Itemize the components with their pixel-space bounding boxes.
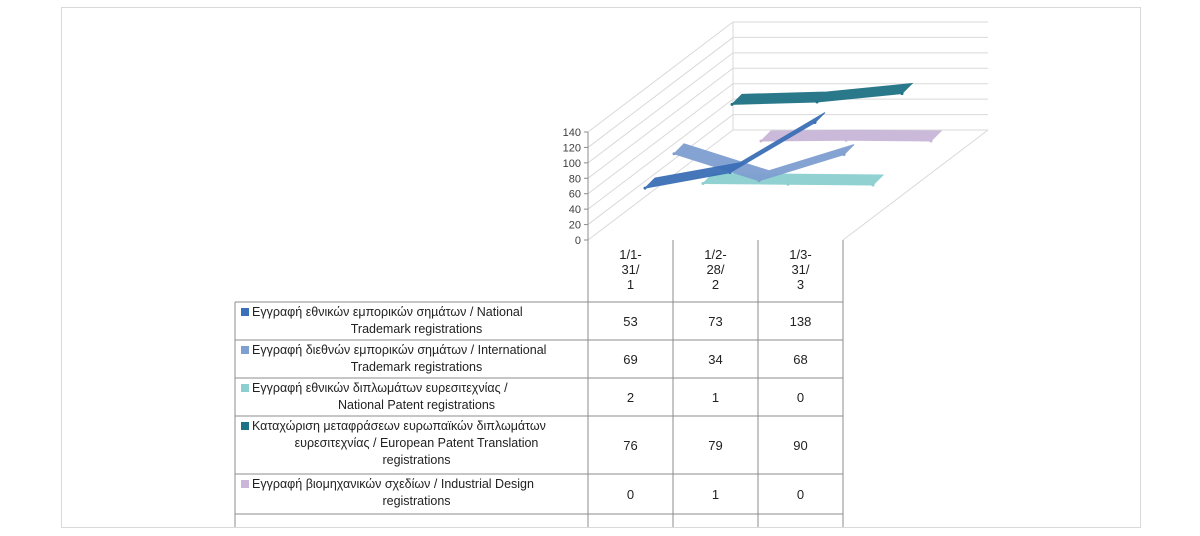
legend-label: Εγγραφή εθνικών εμπορικών σηµάτων / Nati… (252, 305, 523, 319)
data-point (757, 179, 761, 183)
gridline-side (587, 21, 734, 133)
table-row: Εγγραφή εθνικών διπλωμάτων ευρεσιτεχνίας… (241, 381, 804, 412)
y-tick-label: 140 (563, 127, 581, 139)
gridline-side (587, 98, 734, 210)
gridline-side (587, 37, 734, 148)
gridline-side (587, 114, 734, 225)
series-2 (672, 143, 855, 183)
category-label-line: 1/2- (704, 247, 726, 262)
data-point (815, 100, 819, 104)
y-tick-label: 0 (575, 235, 581, 247)
legend-label: Εγγραφή βιομηχανικών σχεδίων / Industria… (252, 477, 534, 491)
table-row: Καταχώριση μεταφράσεων ευρωπαϊκών διπλωμ… (241, 419, 808, 467)
data-point (871, 183, 875, 187)
category-label: 1/3-31/3 (789, 247, 811, 292)
data-point (759, 139, 763, 143)
series-ribbon (730, 82, 914, 105)
data-point (929, 139, 933, 143)
category-label-line: 1/3- (789, 247, 811, 262)
data-value: 0 (797, 487, 804, 502)
data-value: 2 (627, 390, 634, 405)
data-point (701, 181, 705, 185)
data-point (900, 92, 904, 96)
table-row: Εγγραφή διεθνών εμπορικών σηµάτων / Inte… (241, 343, 808, 374)
y-tick-label: 100 (563, 158, 581, 170)
series-5 (759, 129, 943, 143)
legend-label: National Patent registrations (338, 398, 495, 412)
legend-label: ευρεσιτεχνίας / European Patent Translat… (295, 436, 539, 450)
data-point (730, 102, 734, 106)
gridline-side (587, 67, 734, 179)
legend-swatch (241, 480, 249, 488)
category-label-line: 31/ (791, 262, 809, 277)
data-value: 1 (712, 390, 719, 405)
legend-label: registrations (382, 494, 450, 508)
y-tick-label: 120 (563, 142, 581, 154)
series-1 (643, 112, 826, 190)
data-value: 0 (627, 487, 634, 502)
y-tick-label: 60 (569, 189, 581, 201)
series-3 (701, 172, 885, 187)
data-value: 79 (708, 438, 722, 453)
data-point (844, 138, 848, 142)
table-row: Εγγραφή εθνικών εμπορικών σηµάτων / Nati… (241, 305, 811, 336)
y-axis: 0 20 40 60 80 100 120 140 (563, 127, 589, 247)
data-value: 1 (712, 487, 719, 502)
data-value: 138 (790, 314, 812, 329)
category-label: 1/2-28/2 (704, 247, 726, 292)
data-value: 90 (793, 438, 807, 453)
legend-label: registrations (382, 453, 450, 467)
table-row: Εγγραφή βιομηχανικών σχεδίων / Industria… (241, 477, 804, 508)
series-ribbon (701, 172, 885, 186)
gridline-side (587, 83, 734, 195)
data-value: 76 (623, 438, 637, 453)
data-value: 68 (793, 352, 807, 367)
data-point (728, 171, 732, 175)
legend-label: Εγγραφή διεθνών εμπορικών σηµάτων / Inte… (252, 343, 546, 357)
y-tick-label: 80 (569, 173, 581, 185)
data-point (842, 153, 846, 157)
data-point (813, 121, 817, 125)
data-point (643, 186, 647, 190)
gridline-side (587, 52, 734, 164)
category-label-line: 1/1- (619, 247, 641, 262)
legend-label: Εγγραφή εθνικών διπλωμάτων ευρεσιτεχνίας… (252, 381, 508, 395)
category-label-line: 28/ (706, 262, 724, 277)
data-point (786, 182, 790, 186)
category-label-line: 1 (627, 277, 634, 292)
floor-edge (842, 129, 989, 241)
legend-label: Trademark registrations (351, 360, 483, 374)
legend-label: Trademark registrations (351, 322, 483, 336)
series-4 (730, 82, 914, 106)
data-value: 53 (623, 314, 637, 329)
data-point (672, 152, 676, 156)
category-label-line: 31/ (621, 262, 639, 277)
legend-swatch (241, 308, 249, 316)
category-label-line: 2 (712, 277, 719, 292)
category-label: 1/1-31/1 (619, 247, 641, 292)
legend-swatch (241, 384, 249, 392)
legend-swatch (241, 346, 249, 354)
gridlines (587, 21, 989, 241)
legend-label: Καταχώριση μεταφράσεων ευρωπαϊκών διπλωμ… (252, 419, 546, 433)
data-value: 69 (623, 352, 637, 367)
data-value: 34 (708, 352, 722, 367)
chart-frame (61, 7, 1141, 528)
legend-swatch (241, 422, 249, 430)
y-tick-label: 40 (569, 204, 581, 216)
category-label-line: 3 (797, 277, 804, 292)
data-value: 0 (797, 390, 804, 405)
series-ribbons (643, 82, 943, 190)
data-value: 73 (708, 314, 722, 329)
y-tick-label: 20 (569, 220, 581, 232)
